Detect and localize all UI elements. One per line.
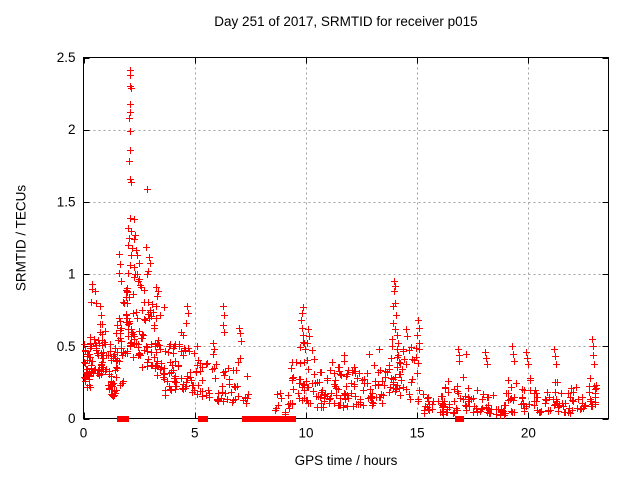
svg-text:20: 20: [521, 426, 536, 441]
svg-text:0: 0: [68, 411, 76, 426]
plot-border: [83, 57, 609, 419]
svg-text:0.5: 0.5: [57, 339, 76, 354]
svg-text:2: 2: [68, 122, 76, 137]
axis-ticks: [83, 57, 609, 420]
y-axis-label: SRMTID / TECUs: [13, 184, 29, 292]
svg-text:15: 15: [410, 426, 425, 441]
svg-text:1: 1: [68, 267, 76, 282]
x-tick-labels: 0 5 10 15 20: [80, 426, 536, 441]
svg-text:10: 10: [298, 426, 313, 441]
x-axis-label: GPS time / hours: [294, 453, 398, 468]
svg-text:5: 5: [191, 426, 199, 441]
zero-markers: [117, 416, 464, 422]
chart-title: Day 251 of 2017, SRMTID for receiver p01…: [214, 14, 478, 29]
svg-text:0: 0: [80, 426, 88, 441]
svg-text:2.5: 2.5: [57, 50, 76, 65]
data-points: [81, 67, 600, 419]
svg-text:1.5: 1.5: [57, 194, 76, 209]
y-tick-labels: 0 0.5 1 1.5 2 2.5: [57, 50, 76, 426]
